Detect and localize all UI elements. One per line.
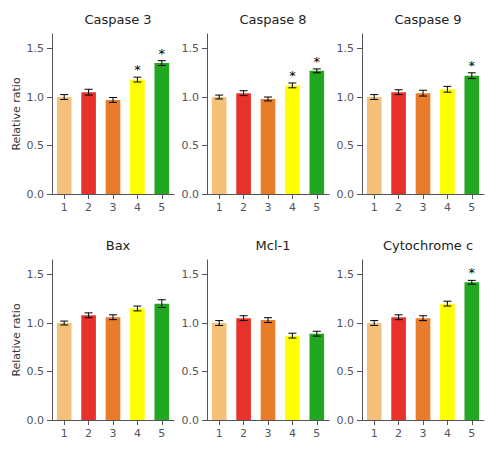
svg-text:5: 5 bbox=[158, 427, 165, 440]
svg-text:1.0: 1.0 bbox=[182, 91, 200, 104]
svg-text:1.0: 1.0 bbox=[337, 317, 355, 330]
svg-text:2: 2 bbox=[395, 427, 402, 440]
svg-text:3: 3 bbox=[265, 427, 272, 440]
svg-text:Relative ratio: Relative ratio bbox=[10, 303, 23, 376]
svg-text:0.5: 0.5 bbox=[182, 365, 200, 378]
svg-text:0.5: 0.5 bbox=[337, 365, 355, 378]
svg-text:*: * bbox=[469, 265, 476, 280]
svg-text:1.5: 1.5 bbox=[337, 42, 355, 55]
svg-text:5: 5 bbox=[468, 201, 475, 214]
svg-text:5: 5 bbox=[313, 201, 320, 214]
svg-text:0.0: 0.0 bbox=[182, 414, 200, 427]
svg-text:1: 1 bbox=[216, 427, 223, 440]
svg-text:Cytochrome c: Cytochrome c bbox=[383, 238, 473, 253]
svg-text:4: 4 bbox=[289, 201, 296, 214]
svg-text:1: 1 bbox=[61, 427, 68, 440]
svg-text:1.5: 1.5 bbox=[27, 42, 45, 55]
svg-text:1.5: 1.5 bbox=[182, 268, 200, 281]
svg-text:1: 1 bbox=[371, 201, 378, 214]
svg-text:Caspase 3: Caspase 3 bbox=[84, 12, 151, 27]
svg-text:0.0: 0.0 bbox=[27, 414, 45, 427]
svg-text:0.5: 0.5 bbox=[337, 139, 355, 152]
svg-text:1: 1 bbox=[371, 427, 378, 440]
svg-text:5: 5 bbox=[468, 427, 475, 440]
svg-text:5: 5 bbox=[158, 201, 165, 214]
svg-text:2: 2 bbox=[85, 201, 92, 214]
svg-text:*: * bbox=[159, 46, 166, 61]
svg-text:0.0: 0.0 bbox=[337, 188, 355, 201]
svg-text:4: 4 bbox=[134, 427, 141, 440]
svg-text:1.0: 1.0 bbox=[182, 317, 200, 330]
svg-text:0.0: 0.0 bbox=[337, 414, 355, 427]
svg-text:3: 3 bbox=[420, 427, 427, 440]
svg-text:4: 4 bbox=[134, 201, 141, 214]
svg-text:4: 4 bbox=[444, 201, 451, 214]
svg-text:*: * bbox=[134, 62, 141, 77]
svg-text:0.0: 0.0 bbox=[27, 188, 45, 201]
svg-text:4: 4 bbox=[289, 427, 296, 440]
svg-text:2: 2 bbox=[240, 201, 247, 214]
svg-text:1.0: 1.0 bbox=[337, 91, 355, 104]
svg-text:Caspase 9: Caspase 9 bbox=[394, 12, 461, 27]
svg-text:*: * bbox=[314, 54, 321, 69]
svg-text:0.0: 0.0 bbox=[182, 188, 200, 201]
svg-text:1.5: 1.5 bbox=[182, 42, 200, 55]
svg-text:Caspase 8: Caspase 8 bbox=[239, 12, 306, 27]
svg-text:0.5: 0.5 bbox=[27, 139, 45, 152]
svg-text:4: 4 bbox=[444, 427, 451, 440]
svg-text:0.5: 0.5 bbox=[27, 365, 45, 378]
svg-text:1: 1 bbox=[61, 201, 68, 214]
svg-text:2: 2 bbox=[240, 427, 247, 440]
svg-text:2: 2 bbox=[395, 201, 402, 214]
svg-text:1: 1 bbox=[216, 201, 223, 214]
svg-text:*: * bbox=[289, 68, 296, 83]
svg-text:3: 3 bbox=[265, 201, 272, 214]
svg-text:Bax: Bax bbox=[106, 238, 131, 253]
svg-text:0.5: 0.5 bbox=[182, 139, 200, 152]
svg-text:1.5: 1.5 bbox=[337, 268, 355, 281]
svg-text:3: 3 bbox=[110, 427, 117, 440]
svg-text:Relative ratio: Relative ratio bbox=[10, 77, 23, 150]
svg-text:1.0: 1.0 bbox=[27, 91, 45, 104]
svg-text:3: 3 bbox=[420, 201, 427, 214]
svg-text:2: 2 bbox=[85, 427, 92, 440]
svg-text:Mcl-1: Mcl-1 bbox=[256, 238, 291, 253]
svg-text:5: 5 bbox=[313, 427, 320, 440]
svg-text:3: 3 bbox=[110, 201, 117, 214]
svg-text:*: * bbox=[469, 58, 476, 73]
svg-text:1.0: 1.0 bbox=[27, 317, 45, 330]
svg-text:1.5: 1.5 bbox=[27, 268, 45, 281]
